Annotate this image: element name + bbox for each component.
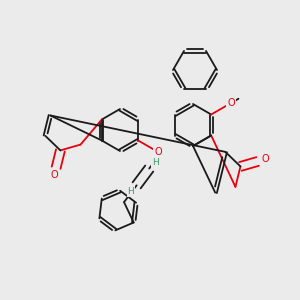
Text: O: O [227,98,235,108]
Text: O: O [50,170,58,181]
Text: O: O [262,154,269,164]
Text: H: H [152,158,158,167]
Text: H: H [127,187,134,196]
Text: O: O [154,147,162,157]
